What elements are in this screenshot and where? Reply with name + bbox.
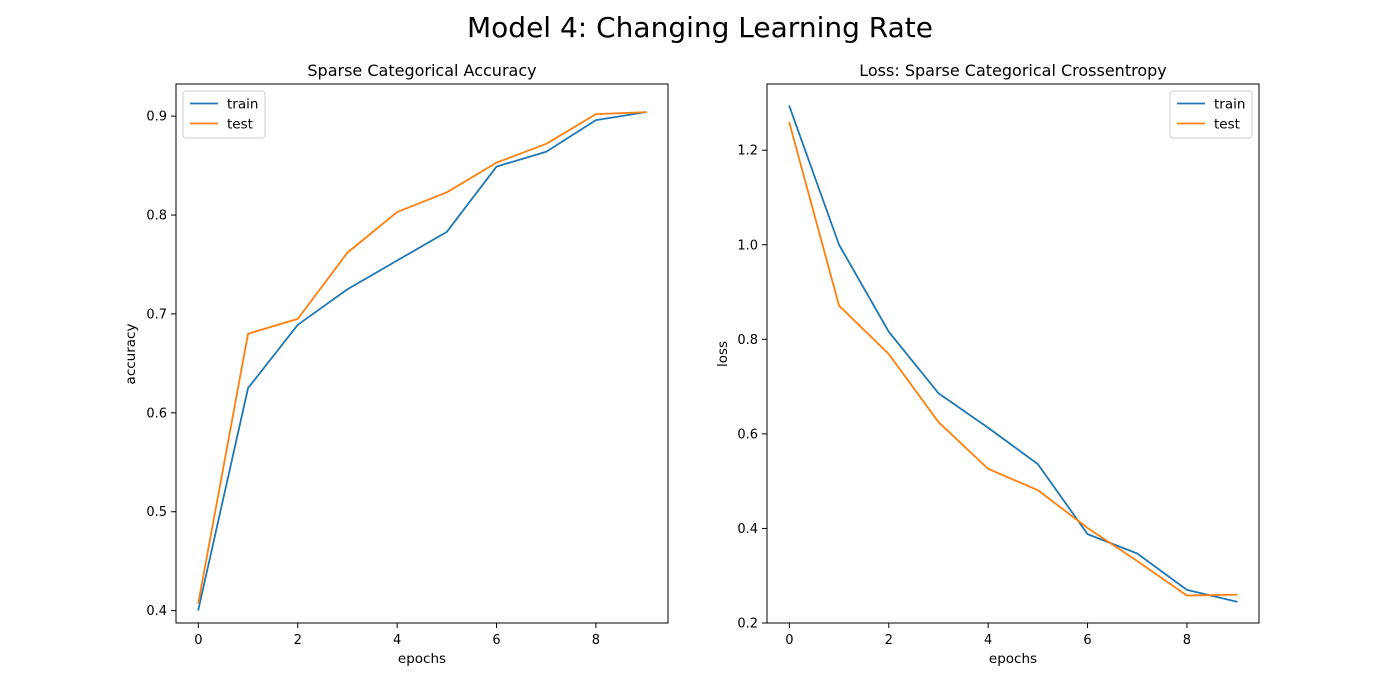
- loss-y-tick-label: 0.4: [737, 522, 758, 537]
- accuracy-test-line: [197, 111, 647, 604]
- accuracy-x-tick-label: 8: [592, 633, 600, 648]
- loss-x-tick-label: 8: [1183, 633, 1191, 648]
- loss-chart: Loss: Sparse Categorical Crossentropy ep…: [715, 61, 1260, 667]
- accuracy-train-line: [197, 111, 647, 611]
- accuracy-y-tick-label: 0.4: [146, 604, 167, 619]
- accuracy-x-tick-label: 2: [294, 633, 302, 648]
- accuracy-y-tick-label: 0.5: [146, 505, 167, 520]
- loss-legend: train test: [1169, 90, 1253, 139]
- accuracy-series-lines: [197, 111, 647, 611]
- loss-ticks: 0 2 4 6 8 0.2 0.4 0.6 0.8 1.0 1.2: [737, 144, 1191, 648]
- accuracy-legend-label-train: train: [227, 96, 258, 112]
- accuracy-chart: Sparse Categorical Accuracy epochs accur…: [123, 61, 669, 667]
- loss-test-line: [788, 121, 1238, 597]
- accuracy-x-tick-label: 4: [393, 633, 401, 648]
- loss-x-tick-label: 2: [885, 633, 893, 648]
- loss-plot-frame: [766, 83, 1260, 624]
- loss-legend-label-train: train: [1214, 96, 1245, 112]
- accuracy-legend-label-test: test: [227, 116, 253, 132]
- loss-x-tick-label: 0: [785, 633, 793, 648]
- loss-legend-label-test: test: [1214, 116, 1240, 132]
- accuracy-chart-title: Sparse Categorical Accuracy: [307, 61, 536, 80]
- accuracy-ticks: 0 2 4 6 8 0.4 0.5 0.6 0.7 0.8 0.9: [146, 110, 600, 648]
- figure-title: Model 4: Changing Learning Rate: [467, 11, 933, 44]
- loss-x-tick-label: 6: [1083, 633, 1091, 648]
- loss-x-axis-label: epochs: [989, 651, 1037, 667]
- loss-y-tick-label: 1.2: [737, 144, 758, 159]
- accuracy-y-tick-label: 0.9: [146, 110, 167, 125]
- accuracy-y-axis-label: accuracy: [123, 324, 139, 385]
- loss-y-tick-label: 0.8: [737, 333, 758, 348]
- loss-y-tick-label: 1.0: [737, 238, 758, 253]
- loss-train-line: [788, 105, 1238, 603]
- accuracy-plot-frame: [175, 83, 669, 624]
- loss-series-lines: [788, 105, 1238, 603]
- accuracy-x-tick-label: 0: [194, 633, 202, 648]
- accuracy-y-tick-label: 0.8: [146, 209, 167, 224]
- loss-y-tick-label: 0.2: [737, 617, 758, 632]
- accuracy-x-axis-label: epochs: [398, 651, 446, 667]
- accuracy-legend: train test: [182, 90, 266, 139]
- loss-x-tick-label: 4: [984, 633, 992, 648]
- loss-chart-title: Loss: Sparse Categorical Crossentropy: [859, 61, 1166, 80]
- loss-y-axis-label: loss: [715, 341, 731, 367]
- accuracy-y-tick-label: 0.6: [146, 406, 167, 421]
- loss-y-tick-label: 0.6: [737, 427, 758, 442]
- accuracy-y-tick-label: 0.7: [146, 307, 167, 322]
- accuracy-x-tick-label: 6: [492, 633, 500, 648]
